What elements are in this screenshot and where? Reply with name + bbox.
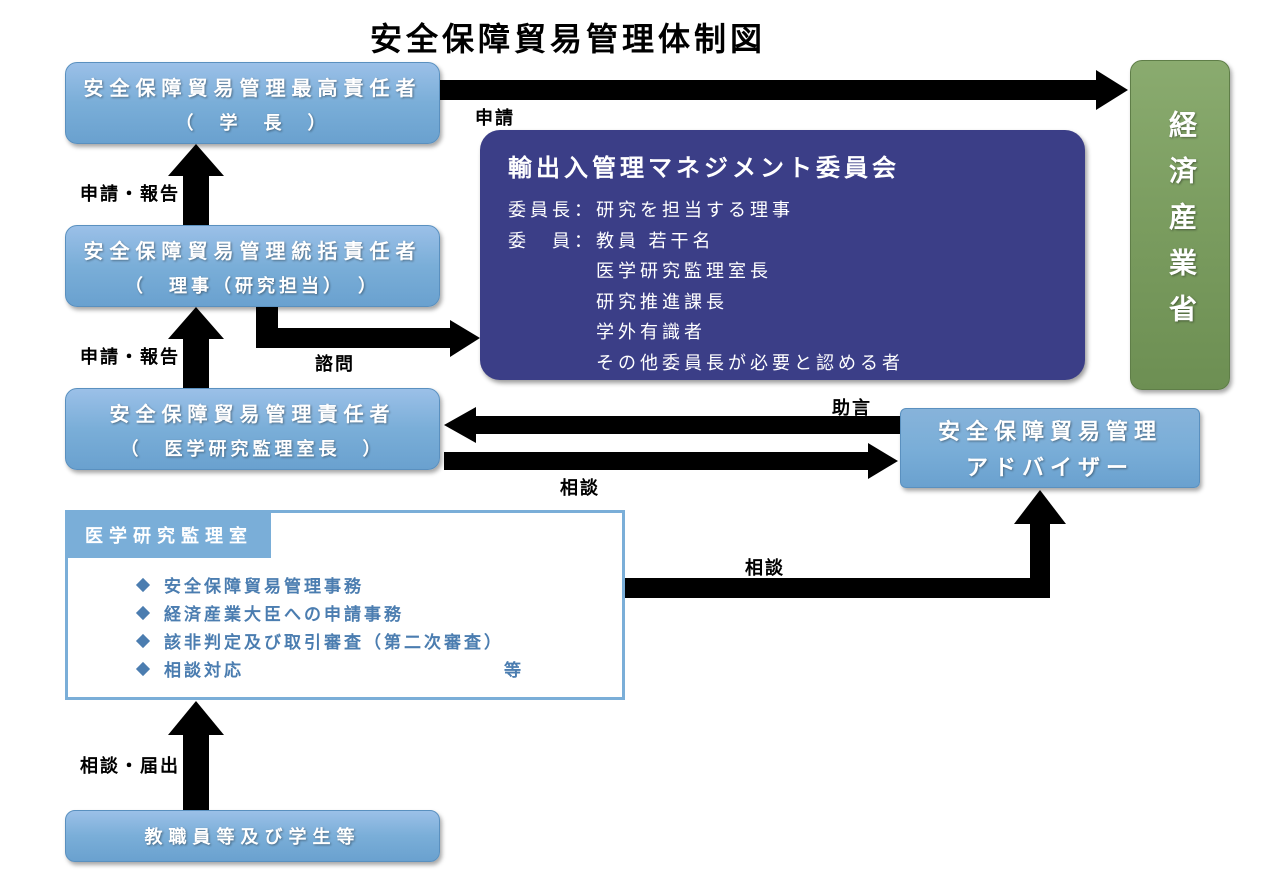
node-general-responsible: 安全保障貿易管理統括責任者 （ 理事（研究担当） ） xyxy=(65,225,440,307)
advisor-line1: 安全保障貿易管理 xyxy=(938,414,1162,446)
office-list: 安全保障貿易管理事務 経済産業大臣への申請事務 該非判定及び取引審査（第二次審査… xyxy=(138,573,524,685)
office-tab: 医学研究監理室 xyxy=(67,512,271,558)
arrow-elbow-e5 xyxy=(256,307,480,357)
node-office: 医学研究監理室 安全保障貿易管理事務 経済産業大臣への申請事務 該非判定及び取引… xyxy=(65,510,625,700)
edge-label-e6: 助言 xyxy=(832,394,872,420)
committee-line: 学外有識者 xyxy=(508,317,1057,348)
node-label: 安全保障貿易管理最高責任者 xyxy=(84,72,422,101)
office-item: 該非判定及び取引審査（第二次審査） xyxy=(138,629,524,657)
edge-label-e2: 申請・報告 xyxy=(80,343,180,369)
arrow-right-e4 xyxy=(440,70,1128,110)
node-meti: 経済産業省 xyxy=(1130,60,1230,390)
node-committee: 輸出入管理マネジメント委員会 委員長：研究を担当する理事 委 員：教員 若干名 … xyxy=(480,130,1085,380)
diagram-title: 安全保障貿易管理体制図 xyxy=(370,14,766,60)
committee-line: 委員長：研究を担当する理事 xyxy=(508,195,1057,226)
node-sublabel: （ 医学研究監理室長 ） xyxy=(121,435,385,461)
node-sublabel: （ 理事（研究担当） ） xyxy=(125,272,380,298)
node-staff-students: 教職員等及び学生等 xyxy=(65,810,440,862)
node-advisor: 安全保障貿易管理 アドバイザー xyxy=(900,408,1200,488)
edge-label-e5: 諮問 xyxy=(315,350,355,376)
edge-label-e4: 申請 xyxy=(475,104,515,130)
advisor-line2: アドバイザー xyxy=(966,450,1134,482)
edge-label-e7: 相談 xyxy=(560,474,600,500)
office-item: 経済産業大臣への申請事務 xyxy=(138,601,524,629)
node-label: 安全保障貿易管理統括責任者 xyxy=(84,235,422,264)
committee-title: 輸出入管理マネジメント委員会 xyxy=(508,148,1057,183)
committee-line: 委 員：教員 若干名 xyxy=(508,226,1057,257)
arrow-right-e7 xyxy=(444,443,898,479)
office-item: 安全保障貿易管理事務 xyxy=(138,573,524,601)
committee-line: 研究推進課長 xyxy=(508,287,1057,318)
office-item: 相談対応 等 xyxy=(138,657,524,685)
node-label: 安全保障貿易管理責任者 xyxy=(110,398,396,427)
edge-label-e8: 相談 xyxy=(745,554,785,580)
edge-label-e3: 相談・届出 xyxy=(80,752,180,778)
node-responsible: 安全保障貿易管理責任者 （ 医学研究監理室長 ） xyxy=(65,388,440,470)
node-top-responsible: 安全保障貿易管理最高責任者 （ 学 長 ） xyxy=(65,62,440,144)
arrow-elbow-e8 xyxy=(625,490,1066,598)
committee-line: 医学研究監理室長 xyxy=(508,256,1057,287)
edge-label-e1: 申請・報告 xyxy=(80,180,180,206)
node-sublabel: （ 学 長 ） xyxy=(176,109,330,135)
committee-line: その他委員長が必要と認める者 xyxy=(508,348,1057,379)
